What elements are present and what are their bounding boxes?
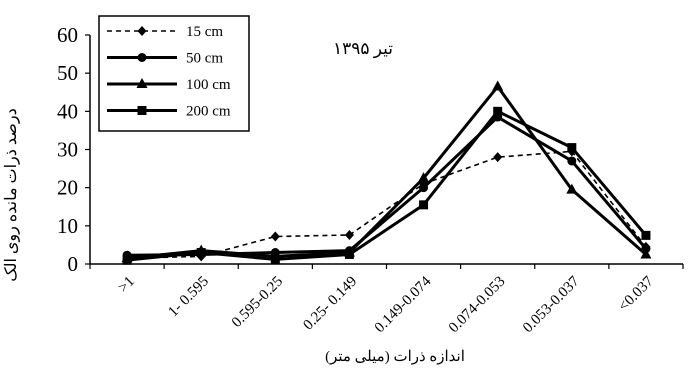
y-tick-label: 20	[57, 176, 78, 200]
y-axis-label: درصد ذرات مانده روی الک	[3, 108, 20, 282]
series-200-cm	[122, 106, 651, 265]
data-point	[270, 231, 280, 242]
chart-title: تیر ۱۳۹۵	[333, 39, 393, 59]
data-point	[122, 255, 132, 265]
x-axis-label: اندازه ذرات (میلی متر)	[325, 349, 465, 365]
series-line	[126, 109, 648, 262]
legend-marker	[137, 106, 147, 115]
data-point	[567, 156, 577, 166]
x-tick-label: 0.25- 0.149	[300, 274, 360, 334]
data-point	[493, 106, 503, 116]
y-tick-label: 10	[57, 214, 78, 238]
y-tick-label: 40	[57, 99, 78, 123]
x-tick-label: >1	[115, 274, 138, 297]
data-point	[567, 143, 577, 153]
legend-item: 100 cm	[107, 77, 231, 93]
data-point	[344, 249, 354, 259]
data-point	[640, 248, 652, 259]
legend-item: 200 cm	[107, 104, 231, 120]
legend-item: 50 cm	[107, 51, 223, 67]
legend-label: 200 cm	[186, 104, 231, 120]
data-point	[492, 80, 504, 91]
data-point	[418, 172, 430, 183]
legend-marker	[137, 26, 147, 36]
data-point	[566, 183, 578, 194]
data-point	[270, 254, 280, 264]
legend-label: 100 cm	[186, 77, 231, 93]
data-point	[196, 248, 206, 258]
data-point	[419, 183, 429, 193]
y-tick-label: 30	[57, 138, 78, 162]
series-layer	[121, 80, 652, 265]
legend-label: 50 cm	[186, 51, 223, 67]
x-tick-label: 0.074-0.053	[446, 274, 509, 337]
x-tick-label: <0.037	[616, 273, 658, 315]
data-point	[419, 200, 429, 210]
y-tick-label: 50	[57, 61, 78, 85]
x-tick-label: 0.149-0.074	[372, 273, 435, 336]
data-point	[641, 230, 651, 240]
y-tick-label: 60	[57, 23, 78, 47]
legend-marker	[136, 78, 148, 88]
data-point	[344, 229, 354, 240]
x-tick-label: 1- 0.595	[165, 274, 212, 321]
x-tick-label: 0.053-0.037	[520, 273, 583, 336]
legend-marker	[137, 53, 147, 62]
series-line	[127, 150, 647, 260]
legend: 15 cm 50 cm 100 cm 200 cm	[98, 15, 250, 132]
y-tick-label: 0	[68, 252, 79, 276]
legend-item: 15 cm	[107, 24, 223, 40]
x-tick-label: 0.595-0.25	[229, 274, 286, 331]
series-line	[126, 85, 647, 260]
data-point	[493, 152, 503, 163]
legend-label: 15 cm	[186, 24, 223, 40]
